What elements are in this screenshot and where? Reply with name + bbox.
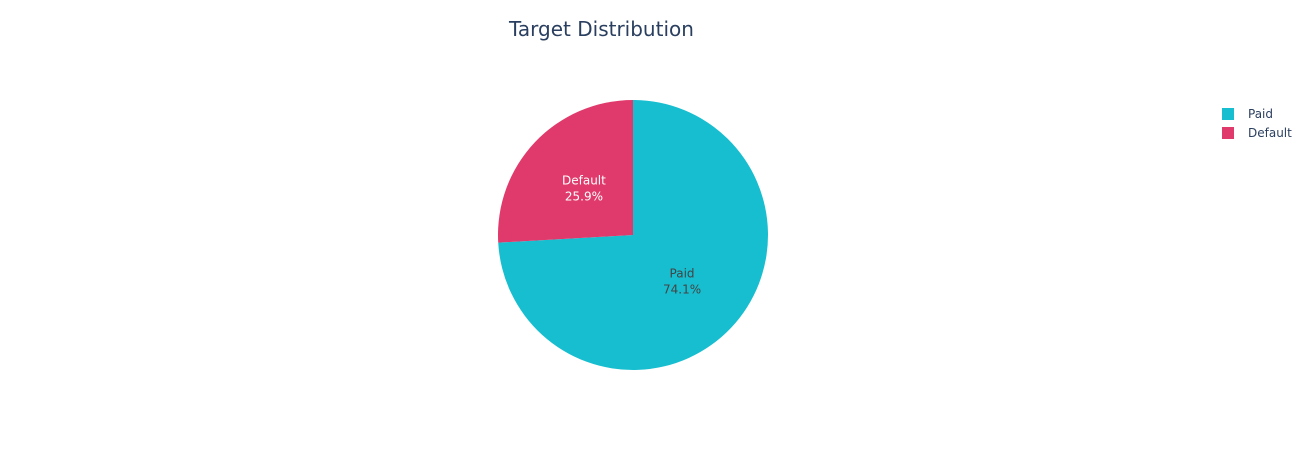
pie-slice-paid[interactable] [498, 100, 768, 370]
pie-slice-default[interactable] [498, 100, 633, 243]
slice-label-name: Paid [670, 266, 695, 280]
slice-label-paid: Paid 74.1% [663, 266, 701, 296]
slice-label-percent: 25.9% [565, 190, 603, 204]
legend-label: Default [1248, 126, 1292, 140]
legend-item-default[interactable]: Default [1222, 126, 1292, 140]
slice-label-percent: 74.1% [663, 282, 701, 296]
legend-swatch [1222, 127, 1234, 139]
pie-slice-labels: Paid 74.1% Default 25.9% [562, 174, 701, 297]
slice-label-name: Default [562, 174, 606, 188]
legend[interactable]: Paid Default [1222, 107, 1292, 140]
legend-item-paid[interactable]: Paid [1222, 107, 1273, 121]
pie-slices [498, 100, 768, 370]
chart-title: Target Distribution [508, 17, 694, 41]
legend-label: Paid [1248, 107, 1273, 121]
legend-swatch [1222, 108, 1234, 120]
slice-label-default: Default 25.9% [562, 174, 606, 204]
